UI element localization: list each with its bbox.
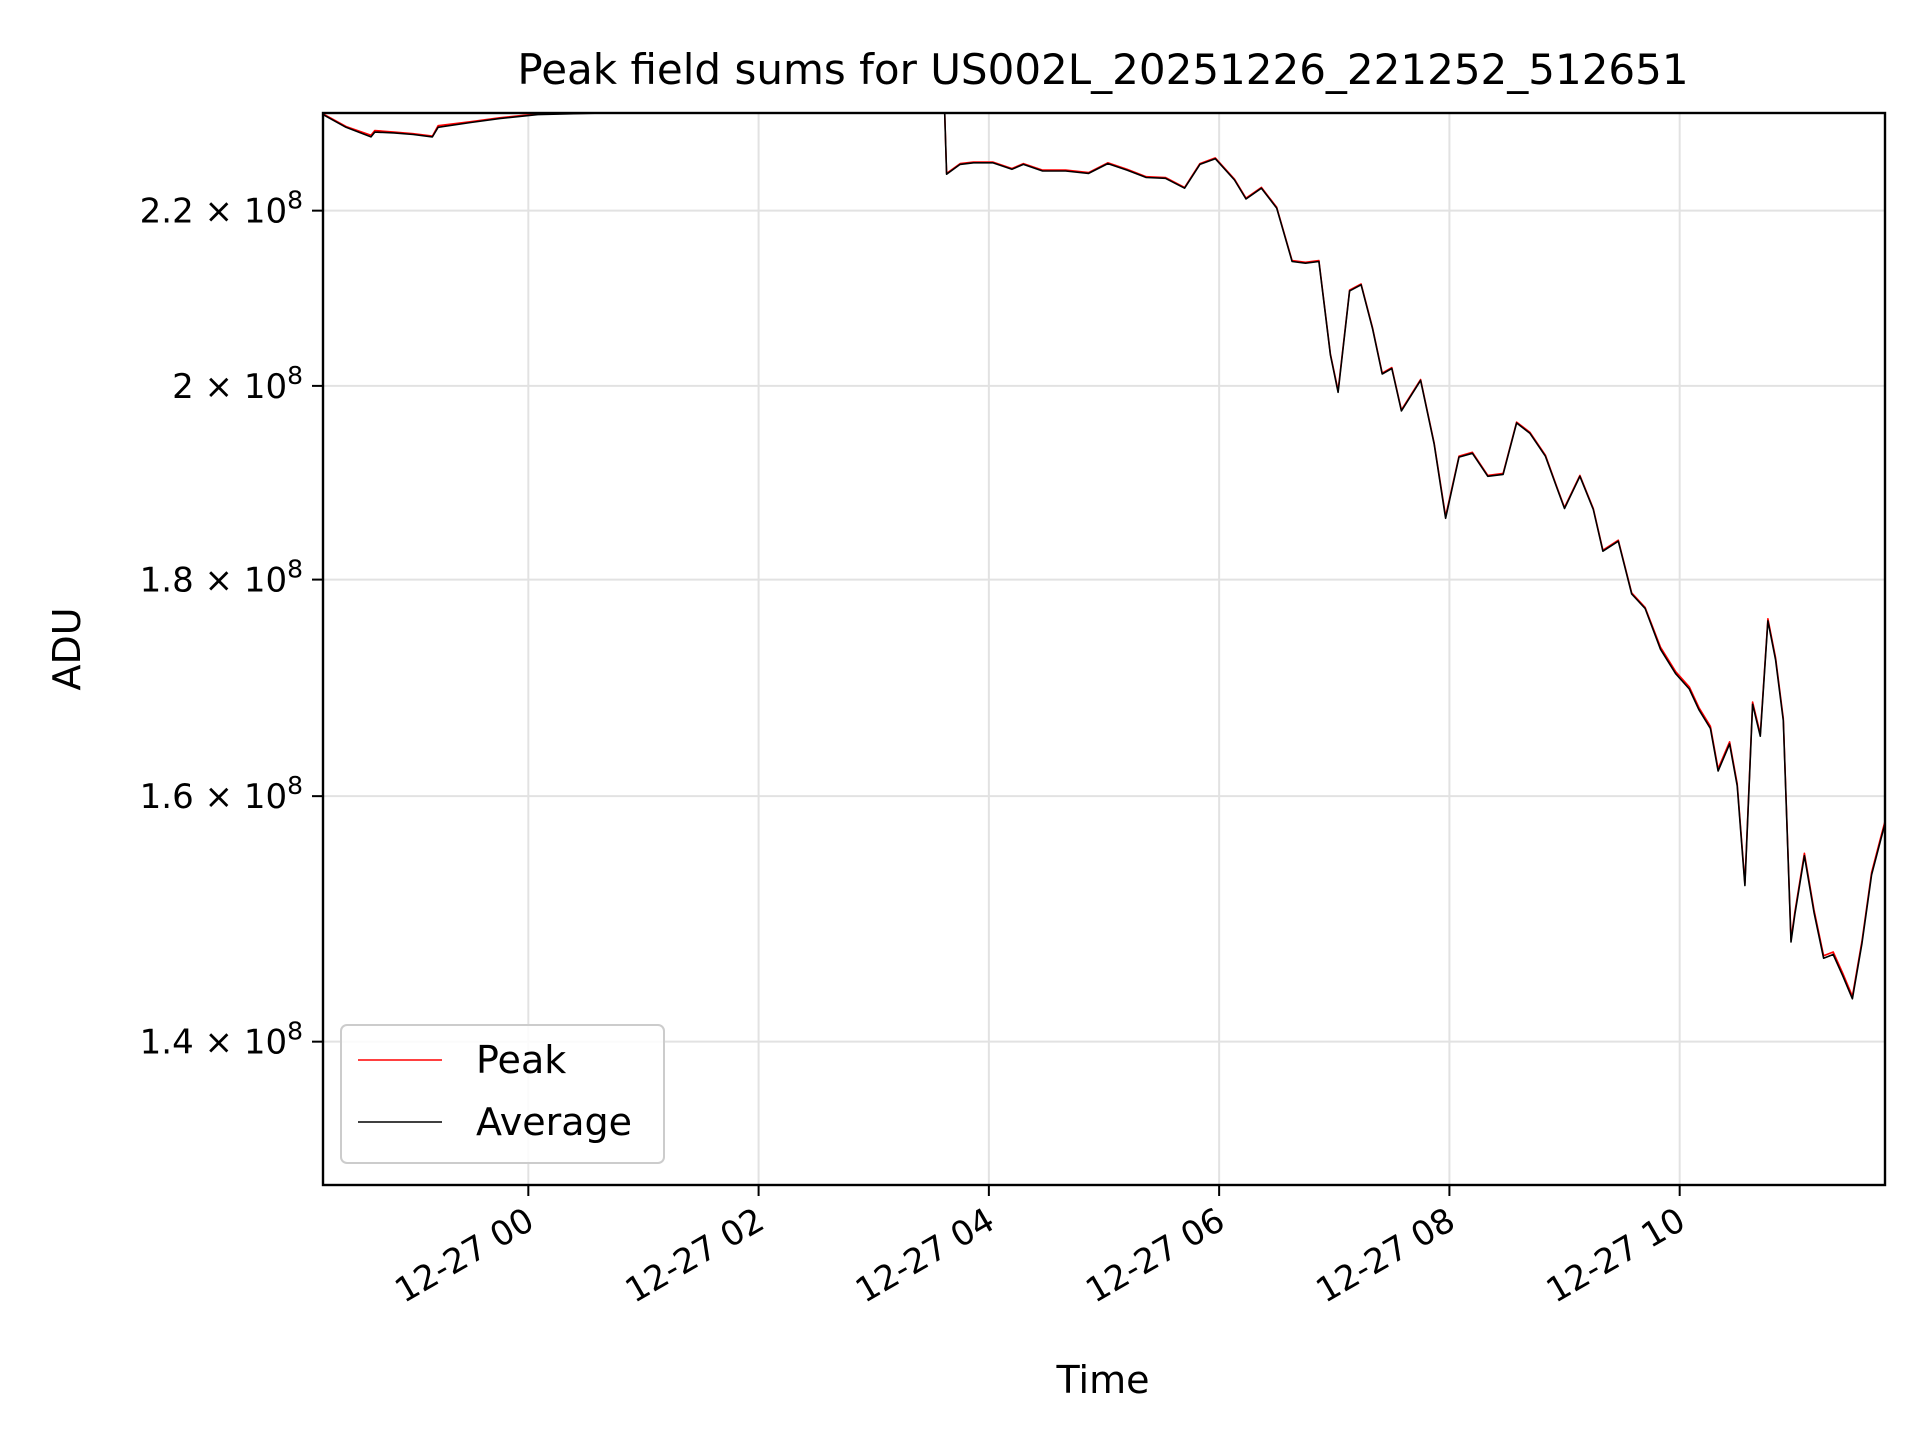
y-tick-times: ×: [194, 192, 244, 232]
y-tick-exponent: 8: [287, 771, 303, 800]
chart-title: Peak field sums for US002L_20251226_2212…: [517, 45, 1688, 94]
y-tick-mantissa: 1.8: [140, 561, 194, 601]
y-tick-base: 10: [244, 561, 287, 601]
y-tick-base: 10: [244, 192, 287, 232]
y-tick-mantissa: 1.6: [140, 777, 194, 817]
y-tick-base: 10: [244, 777, 287, 817]
y-tick-exponent: 8: [287, 555, 303, 584]
series-line-average: [323, 113, 1885, 1000]
plot-area: [323, 113, 1885, 1000]
grid: [323, 113, 1885, 1185]
y-tick-exponent: 8: [287, 186, 303, 215]
series-layer: [323, 113, 1885, 1000]
y-tick-label: 2 × 108: [172, 361, 303, 407]
legend-label-peak: Peak: [476, 1038, 566, 1082]
plot-frame: [321, 111, 1887, 1187]
legend-label-average: Average: [476, 1100, 632, 1144]
y-tick-label: 1.6 × 108: [140, 771, 303, 817]
y-tick-label: 1.4 × 108: [140, 1017, 303, 1063]
x-axis-label: Time: [1056, 1358, 1150, 1402]
y-tick-base: 10: [244, 367, 287, 407]
y-tick-times: ×: [194, 777, 244, 817]
y-tick-exponent: 8: [287, 1017, 303, 1046]
y-tick-label: 1.8 × 108: [140, 555, 303, 601]
y-tick-mantissa: 2.2: [140, 192, 194, 232]
legend: Peak Average: [340, 1024, 665, 1164]
y-tick-times: ×: [194, 561, 244, 601]
y-axis-label: ADU: [45, 607, 89, 690]
y-tick-times: ×: [194, 367, 244, 407]
y-tick-label: 2.2 × 108: [140, 186, 303, 232]
y-tick-exponent: 8: [287, 361, 303, 390]
y-tick-mantissa: 1.4: [140, 1023, 194, 1063]
y-tick-base: 10: [244, 1023, 287, 1063]
y-tick-mantissa: 2: [172, 367, 194, 407]
y-tick-times: ×: [194, 1023, 244, 1063]
